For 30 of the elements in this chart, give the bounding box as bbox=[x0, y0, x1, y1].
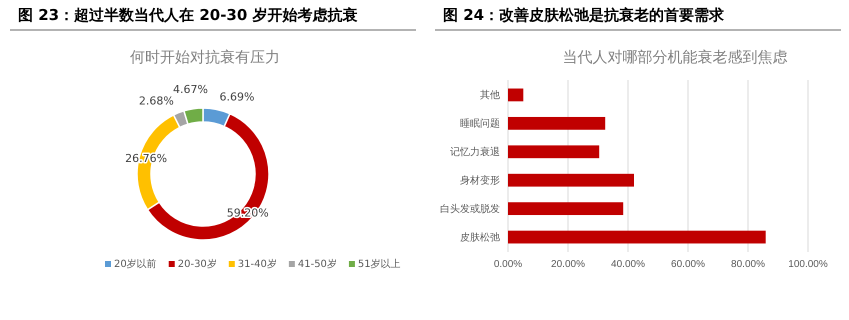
y-tick-label: 睡眠问题 bbox=[460, 118, 500, 130]
y-tick-label: 白头发或脱发 bbox=[440, 202, 500, 215]
legend-label: 51岁以上 bbox=[358, 258, 401, 270]
x-tick-label: 0.00% bbox=[494, 259, 522, 270]
chart-title: 图 24：改善皮肤松弛是抗衰老的首要需求 bbox=[443, 6, 726, 24]
bar bbox=[508, 174, 634, 187]
x-tick-label: 20.00% bbox=[551, 259, 586, 270]
data-label: 2.68% bbox=[138, 94, 174, 108]
y-tick-label: 身材变形 bbox=[460, 174, 500, 186]
bar bbox=[508, 145, 600, 158]
chart-subtitle: 当代人对哪部分机能衰老感到焦虑 bbox=[562, 48, 788, 66]
x-tick-label: 100.00% bbox=[788, 259, 828, 270]
y-tick-label: 皮肤松弛 bbox=[460, 231, 500, 244]
legend-label: 20-30岁 bbox=[178, 258, 217, 270]
bar bbox=[508, 230, 766, 244]
bar bbox=[508, 88, 524, 102]
y-tick-label: 其他 bbox=[480, 89, 500, 102]
chart-subtitle: 何时开始对抗衰有压力 bbox=[130, 48, 280, 66]
bar bbox=[508, 202, 624, 216]
legend-label: 31-40岁 bbox=[238, 258, 277, 270]
y-tick-label: 记忆力衰退 bbox=[450, 146, 500, 158]
chart-title: 图 23：超过半数当代人在 20-30 岁开始考虑抗衰 bbox=[18, 6, 358, 24]
x-tick-label: 60.00% bbox=[671, 259, 706, 270]
legend-label: 20岁以前 bbox=[114, 258, 157, 270]
x-tick-label: 40.00% bbox=[611, 259, 646, 270]
data-label: 6.69% bbox=[219, 90, 254, 104]
legend-label: 41-50岁 bbox=[298, 258, 337, 270]
data-label: 4.67% bbox=[172, 82, 208, 96]
bar bbox=[508, 116, 606, 130]
x-tick-label: 80.00% bbox=[731, 259, 766, 270]
